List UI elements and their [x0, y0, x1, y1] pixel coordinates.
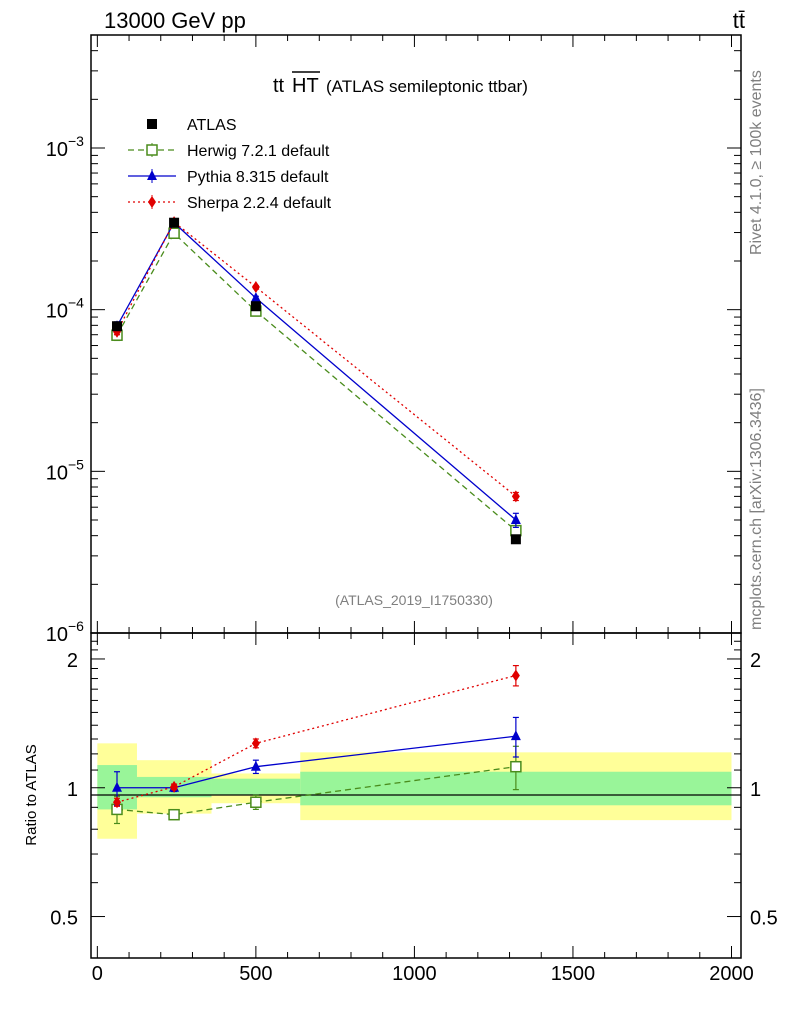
y-tick-label-exponent: −4 [68, 295, 84, 311]
series-herwig [111, 227, 522, 540]
legend-label: ATLAS [187, 117, 237, 134]
series-line [116, 221, 517, 521]
series-line [116, 232, 517, 532]
series-atlas [112, 217, 521, 545]
legend-item: Sherpa 2.2.4 default [128, 195, 332, 212]
data-point [510, 760, 522, 773]
x-tick-label: 2000 [709, 963, 754, 985]
legend: ATLAS Herwig 7.2.1 default Pythia 8.315 de… [128, 117, 332, 212]
data-point [170, 780, 179, 793]
y-tick-label-base: 10 [46, 624, 68, 646]
legend-item: ATLAS [147, 117, 237, 134]
ratio-series-sherpa [113, 664, 520, 809]
chart-title-overline: HT [292, 75, 319, 97]
legend-marker [146, 144, 158, 156]
legend-marker [147, 170, 157, 180]
ratio-frame [90, 632, 742, 959]
series-line [116, 221, 517, 497]
ratio-bands [97, 743, 732, 839]
data-point [112, 321, 122, 332]
data-point [112, 781, 122, 792]
ratio-y-tick-label: 2 [67, 650, 78, 672]
data-point [168, 227, 180, 239]
ratio-series-line [116, 766, 516, 816]
ratio-band-inner [211, 778, 301, 796]
ratio-y-tick-label: 1 [67, 779, 78, 801]
energy-label: 13000 GeV pp [104, 8, 246, 33]
chart-subtitle: (ATLAS semileptonic ttbar) [326, 77, 528, 96]
data-point [250, 301, 261, 312]
legend-label: Sherpa 2.2.4 default [187, 195, 332, 212]
data-point [168, 808, 180, 821]
data-point [250, 796, 262, 808]
ratio-series-line [116, 674, 517, 803]
series-pythia [112, 216, 521, 528]
legend-label: Pythia 8.315 default [187, 169, 329, 186]
mcplots-watermark: mcplots.cern.ch [arXiv:1306.3436] [748, 388, 765, 630]
data-point [511, 669, 520, 682]
legend-label: Herwig 7.2.1 default [187, 143, 330, 160]
chart-title: tt HT (ATLAS semileptonic ttbar) [273, 71, 528, 97]
ratio-y-tick-label-right: 1 [750, 779, 761, 801]
ratio-y-tick-label-right: 0.5 [750, 908, 778, 930]
data-point [511, 490, 520, 503]
data-point [510, 730, 521, 741]
chart-title-main: tt [273, 75, 285, 97]
x-tick-labels: 0 500 1000 1500 2000 [92, 963, 754, 985]
ratio-axes: 0.5 0.5 1 1 2 2 [50, 632, 778, 959]
y-tick-label-exponent: −5 [68, 456, 84, 472]
y-tick-label-exponent: −6 [68, 618, 84, 634]
analysis-id-label: (ATLAS_2019_I1750330) [335, 592, 493, 608]
ratio-y-tick-label-right: 2 [750, 650, 761, 672]
y-tick-label-exponent: −3 [68, 133, 84, 149]
main-series-layer [111, 216, 522, 545]
data-point [510, 534, 521, 545]
rivet-watermark: Rivet 4.1.0, ≥ 100k events [748, 70, 765, 255]
legend-item: Herwig 7.2.1 default [128, 143, 330, 160]
legend-item: Pythia 8.315 default [128, 169, 329, 186]
data-point [113, 796, 121, 809]
ratio-series-line [117, 735, 516, 789]
data-point [169, 217, 180, 228]
series-sherpa [113, 216, 520, 503]
legend-marker [147, 119, 157, 129]
y-tick-label-base: 10 [46, 139, 68, 161]
y-tick-label-base: 10 [46, 462, 68, 484]
data-point [251, 281, 260, 294]
x-tick-label: 1500 [551, 963, 596, 985]
x-tick-label: 1000 [392, 963, 437, 985]
ratio-y-tick-label: 0.5 [50, 908, 78, 930]
x-tick-label: 0 [92, 963, 103, 985]
y-tick-label-base: 10 [46, 301, 68, 323]
ratio-y-axis-label: Ratio to ATLAS [23, 744, 40, 845]
process-label: tt̄ [733, 8, 745, 33]
data-point [251, 737, 260, 750]
x-tick-label: 500 [239, 963, 272, 985]
data-point [250, 760, 261, 771]
ratio-panel: 0.5 0.5 1 1 2 2 [50, 632, 778, 959]
legend-marker [148, 196, 156, 208]
main-axes: 10−610−510−410−3 [46, 34, 741, 646]
data-point [510, 513, 521, 524]
ratio-series-layer [111, 664, 522, 825]
data-point [250, 292, 261, 303]
